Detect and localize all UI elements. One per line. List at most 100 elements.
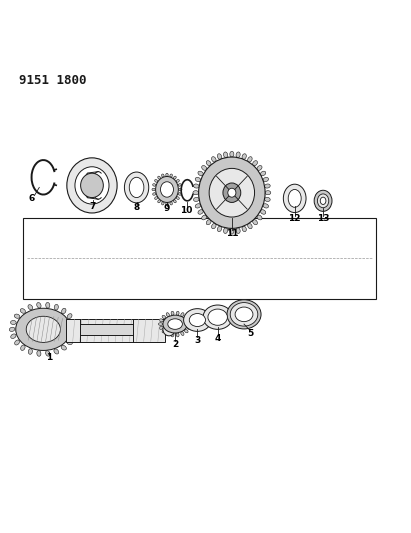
Ellipse shape [26,316,60,342]
Ellipse shape [202,215,207,220]
Text: 13: 13 [317,214,329,223]
Ellipse shape [9,327,15,332]
Ellipse shape [202,166,207,171]
Ellipse shape [198,209,203,214]
Ellipse shape [212,157,216,162]
Ellipse shape [235,307,253,321]
Ellipse shape [159,319,163,322]
Ellipse shape [203,305,232,329]
Ellipse shape [75,167,109,204]
Text: 3: 3 [194,336,201,345]
Ellipse shape [20,309,25,313]
Text: 5: 5 [247,329,253,338]
Ellipse shape [28,305,33,310]
Ellipse shape [171,311,174,316]
Ellipse shape [189,313,206,327]
Ellipse shape [261,209,266,214]
Ellipse shape [162,316,166,319]
Ellipse shape [152,184,156,186]
Ellipse shape [168,319,182,329]
Ellipse shape [166,203,168,206]
Ellipse shape [185,329,188,333]
Ellipse shape [206,160,211,166]
Ellipse shape [195,177,201,182]
Ellipse shape [263,204,268,208]
Ellipse shape [61,345,67,350]
Ellipse shape [16,308,71,350]
Text: 11: 11 [226,229,238,238]
Ellipse shape [242,154,246,159]
Ellipse shape [67,158,117,213]
Ellipse shape [193,191,199,195]
Ellipse shape [170,202,172,205]
Ellipse shape [14,314,20,318]
Text: 9: 9 [164,205,170,213]
Ellipse shape [209,168,254,217]
Ellipse shape [187,319,191,322]
Ellipse shape [181,332,184,335]
Ellipse shape [187,326,191,329]
Ellipse shape [248,157,252,162]
Ellipse shape [162,329,166,333]
Ellipse shape [152,188,155,191]
Ellipse shape [228,188,236,197]
Ellipse shape [72,327,77,332]
Text: 1: 1 [46,353,53,362]
Ellipse shape [159,322,162,326]
Ellipse shape [70,334,76,338]
Ellipse shape [236,152,240,158]
Ellipse shape [37,303,41,308]
Ellipse shape [54,304,58,310]
Ellipse shape [242,226,246,232]
Ellipse shape [158,176,160,179]
Ellipse shape [155,197,158,199]
Ellipse shape [158,200,160,203]
Ellipse shape [265,197,270,201]
Ellipse shape [28,349,32,354]
Ellipse shape [163,323,175,336]
Ellipse shape [62,308,66,313]
Ellipse shape [11,334,16,338]
Ellipse shape [217,154,222,159]
Ellipse shape [230,303,258,326]
Text: 4: 4 [215,334,221,343]
Ellipse shape [161,182,173,197]
Ellipse shape [185,316,188,319]
Ellipse shape [181,313,184,317]
Ellipse shape [194,184,199,188]
Ellipse shape [178,184,181,186]
Ellipse shape [257,166,262,171]
Ellipse shape [54,349,59,354]
Ellipse shape [156,176,178,203]
Ellipse shape [248,223,252,229]
Ellipse shape [206,220,211,225]
Text: 6: 6 [29,194,35,203]
Ellipse shape [46,351,50,356]
Ellipse shape [188,322,192,326]
Ellipse shape [212,223,216,229]
Ellipse shape [166,332,169,335]
Ellipse shape [173,200,176,203]
Ellipse shape [179,188,182,191]
Ellipse shape [171,333,174,337]
Ellipse shape [125,172,149,203]
Ellipse shape [173,176,176,179]
Text: 12: 12 [289,214,301,223]
Ellipse shape [155,180,158,182]
Ellipse shape [166,173,168,176]
Ellipse shape [71,320,76,325]
Ellipse shape [224,152,228,158]
Ellipse shape [176,180,179,182]
Ellipse shape [46,302,50,308]
Ellipse shape [263,177,268,182]
Text: 10: 10 [180,206,192,215]
Ellipse shape [288,189,301,207]
Ellipse shape [170,174,172,177]
Ellipse shape [37,351,41,356]
Ellipse shape [152,193,156,195]
Ellipse shape [320,197,326,205]
Ellipse shape [176,311,179,316]
Ellipse shape [261,171,266,176]
Ellipse shape [163,315,187,333]
Ellipse shape [166,313,169,317]
